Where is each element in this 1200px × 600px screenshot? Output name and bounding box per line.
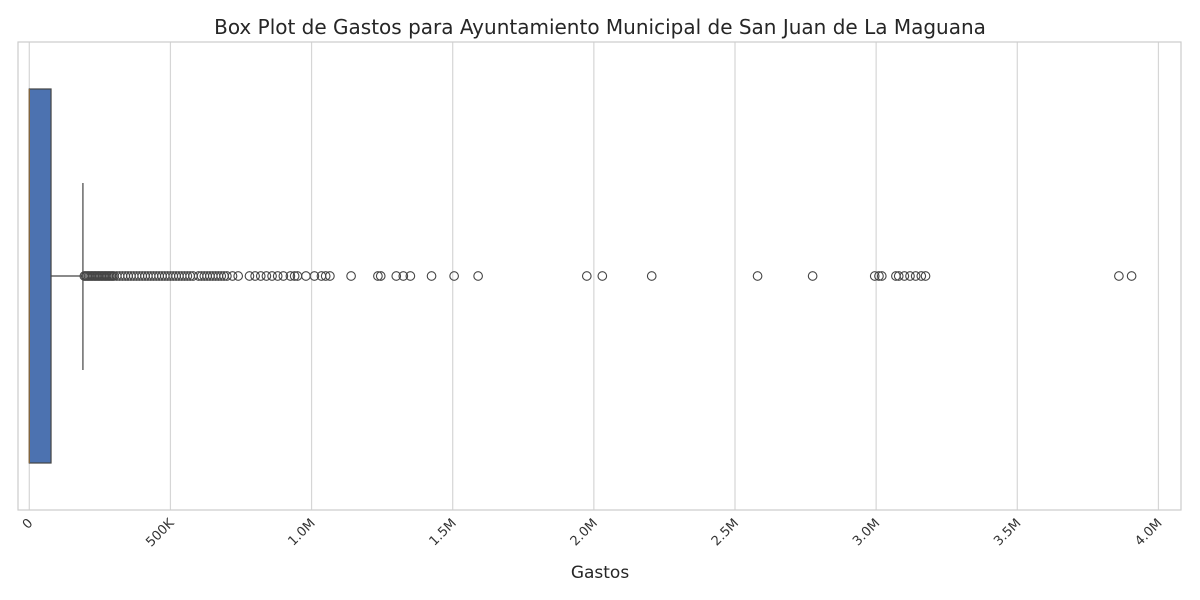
x-tick-label: 500K xyxy=(143,516,178,551)
chart-title: Box Plot de Gastos para Ayuntamiento Mun… xyxy=(214,15,986,39)
outlier-point xyxy=(267,271,277,281)
outlier-point xyxy=(905,271,915,281)
outlier-point xyxy=(405,271,416,281)
outlier-point xyxy=(920,271,931,281)
outlier-point xyxy=(893,271,904,281)
outlier-point xyxy=(285,271,296,281)
outlier-point xyxy=(244,271,255,281)
outlier-point xyxy=(261,271,272,281)
outlier-point xyxy=(391,271,402,281)
outlier-point xyxy=(216,271,227,281)
outlier-point xyxy=(227,271,238,281)
outlier-point xyxy=(373,271,383,281)
outlier-point xyxy=(473,271,483,281)
outlier-point xyxy=(1126,271,1137,281)
outlier-point xyxy=(449,271,459,281)
outlier-point xyxy=(874,271,884,281)
grid-lines xyxy=(28,42,1160,510)
outlier-point xyxy=(272,271,283,281)
outlier-point xyxy=(426,271,437,281)
x-tick-label: 0 xyxy=(20,516,36,532)
outlier-point xyxy=(916,271,927,281)
x-tick-label: 4.0M xyxy=(1132,516,1165,549)
outlier-points xyxy=(79,271,1137,281)
outlier-point xyxy=(807,271,818,281)
outlier-point xyxy=(309,271,320,281)
outlier-point xyxy=(375,271,386,281)
outlier-point xyxy=(289,271,300,281)
outlier-point xyxy=(233,271,244,281)
x-tick-label: 1.0M xyxy=(285,516,318,549)
x-tick-label: 1.5M xyxy=(427,516,460,549)
x-axis-label: Gastos xyxy=(571,563,630,583)
outlier-point xyxy=(876,271,887,281)
outlier-point xyxy=(255,271,266,281)
x-axis-tick-labels: 0 500K 1.0M 1.5M 2.0M 2.5M 3.0M 3.5M 4.0M xyxy=(20,516,1166,551)
x-tick-label: 3.5M xyxy=(991,516,1024,549)
outlier-point xyxy=(1114,271,1124,281)
outlier-point xyxy=(320,271,331,281)
outlier-point xyxy=(869,271,880,281)
interquartile-box xyxy=(28,88,52,464)
outlier-point xyxy=(250,271,260,281)
outlier-point xyxy=(182,271,193,281)
outlier-point xyxy=(899,271,910,281)
outlier-point xyxy=(597,271,608,281)
outlier-point xyxy=(278,271,289,281)
outlier-point xyxy=(646,271,657,281)
x-tick-label: 2.0M xyxy=(568,516,601,549)
outlier-point xyxy=(910,271,921,281)
outlier-point xyxy=(752,271,763,281)
outlier-point xyxy=(301,271,311,281)
outlier-point xyxy=(581,271,592,281)
plot-area-frame xyxy=(17,41,1182,511)
x-tick-label: 2.5M xyxy=(709,516,742,549)
x-tick-label: 3.0M xyxy=(850,516,883,549)
box-element xyxy=(28,88,84,464)
outlier-point xyxy=(346,271,356,281)
outlier-point xyxy=(222,271,232,281)
outlier-point xyxy=(398,271,409,281)
outlier-point xyxy=(325,271,335,281)
